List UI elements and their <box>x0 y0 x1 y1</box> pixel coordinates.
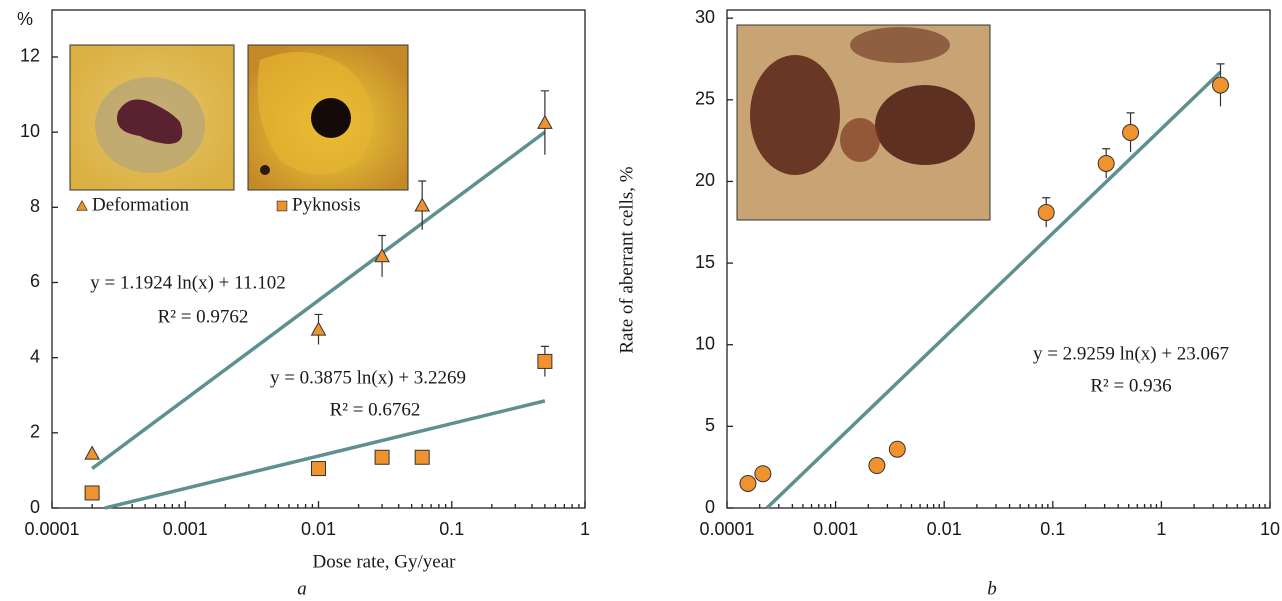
y-tick-label: 2 <box>30 422 40 442</box>
photo-deformation <box>69 44 235 191</box>
y-tick-label: 10 <box>20 121 40 141</box>
legend-label: Deformation <box>92 194 190 215</box>
data-point <box>888 440 906 458</box>
trend-equation: y = 1.1924 ln(x) + 11.102 <box>90 272 285 293</box>
x-tick-label: 0.001 <box>163 519 208 539</box>
photo-aberrant-cells <box>736 24 991 221</box>
data-point <box>374 449 390 465</box>
y-tick-label: 0 <box>30 497 40 517</box>
trend-line <box>765 70 1222 510</box>
data-point <box>868 457 886 475</box>
plot-frame <box>726 9 1271 509</box>
data-point <box>1097 154 1115 172</box>
x-tick-label: 0.0001 <box>699 519 754 539</box>
x-tick-label: 0.1 <box>439 519 464 539</box>
data-point <box>414 197 431 212</box>
x-tick-label: 10 <box>1260 519 1280 539</box>
data-point <box>1122 123 1140 141</box>
trend-r-squared: R² = 0.6762 <box>330 399 421 420</box>
y-tick-label: 5 <box>705 415 715 435</box>
y-tick-label: 8 <box>30 196 40 216</box>
data-point <box>537 353 553 369</box>
x-tick-label: 1 <box>1156 519 1166 539</box>
y-tick-label: 6 <box>30 271 40 291</box>
y-tick-label: 4 <box>30 346 40 366</box>
y-tick-label: 25 <box>695 89 715 109</box>
data-point <box>754 465 772 483</box>
photo-pyknosis <box>247 44 409 191</box>
data-point <box>310 321 327 336</box>
x-tick-label: 1 <box>580 519 590 539</box>
legend-label: Pyknosis <box>292 194 361 215</box>
data-point <box>374 248 390 263</box>
trend-line <box>91 130 546 470</box>
trend-equation: y = 0.3875 ln(x) + 3.2269 <box>270 367 466 388</box>
x-axis-label: Dose rate, Gy/year <box>313 551 457 572</box>
trend-equation: y = 2.9259 ln(x) + 23.067 <box>1033 343 1229 364</box>
legend-marker <box>76 199 88 211</box>
y-tick-label: 30 <box>695 7 715 27</box>
data-point <box>1211 76 1229 94</box>
x-tick-label: 0.001 <box>813 519 858 539</box>
data-point <box>414 449 430 465</box>
x-tick-label: 0.1 <box>1040 519 1065 539</box>
y-tick-label: 10 <box>695 333 715 353</box>
x-tick-label: 0.01 <box>927 519 962 539</box>
panel-label: a <box>297 578 307 599</box>
data-point <box>311 461 326 477</box>
data-point <box>84 485 100 501</box>
y-tick-label: 0 <box>705 497 715 517</box>
legend-marker <box>276 200 288 212</box>
y-tick-label: 15 <box>695 252 715 272</box>
data-point <box>537 114 553 129</box>
x-tick-label: 0.01 <box>301 519 336 539</box>
data-point <box>84 445 100 460</box>
trend-line <box>104 399 546 510</box>
y-tick-label: 12 <box>20 46 40 66</box>
data-point <box>739 475 757 493</box>
x-tick-label: 0.0001 <box>24 519 79 539</box>
y-axis-label: % <box>17 9 33 29</box>
trend-r-squared: R² = 0.936 <box>1090 375 1171 396</box>
data-point <box>1037 203 1055 221</box>
panel-label: b <box>987 578 997 599</box>
y-axis-label: Rate of aberrant cells, % <box>616 166 637 353</box>
y-tick-label: 20 <box>695 170 715 190</box>
trend-r-squared: R² = 0.9762 <box>158 306 249 327</box>
